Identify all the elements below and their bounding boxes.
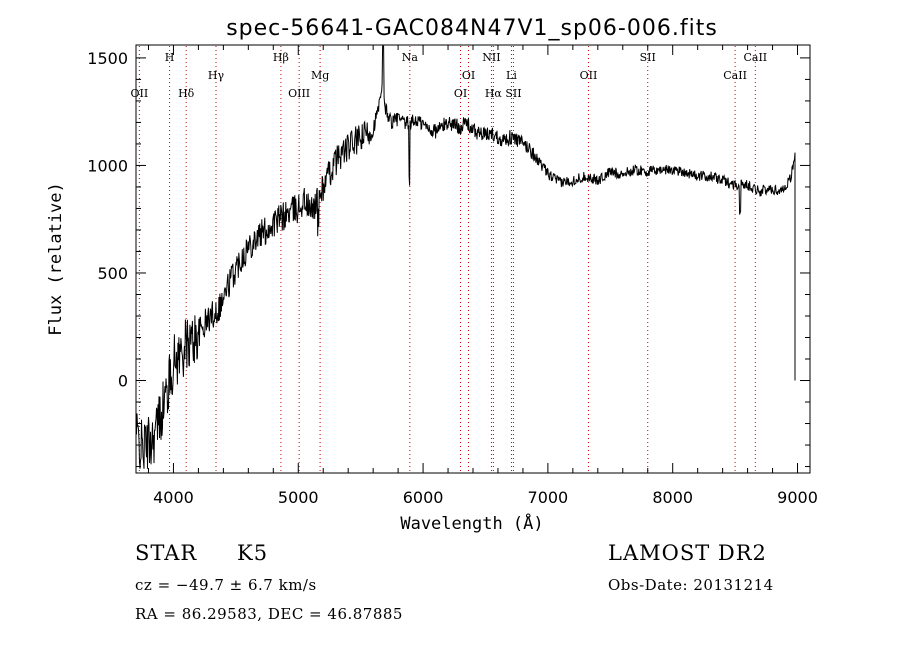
redshift-velocity: cz = −49.7 ± 6.7 km/s (135, 576, 317, 594)
line-label-10: NII (482, 51, 500, 64)
line-label-1: H (165, 51, 175, 64)
line-label-0: OII (131, 87, 149, 100)
x-tick-label-8000: 8000 (652, 488, 693, 507)
y-tick-label-0: 0 (118, 372, 128, 391)
line-label-6: Mg (311, 69, 329, 82)
coordinates: RA = 86.29583, DEC = 46.87885 (135, 605, 403, 623)
emission-line-markers (138, 46, 756, 472)
line-label-9: OI (462, 69, 475, 82)
chart-title: spec-56641-GAC084N47V1_sp06-006.fits (226, 16, 718, 41)
x-axis-label: Wavelength (Å) (400, 512, 543, 534)
y-tick-label-500: 500 (97, 264, 128, 283)
y-tick-label-1000: 1000 (87, 156, 128, 175)
line-label-4: Hβ (273, 51, 289, 64)
x-tick-label-9000: 9000 (777, 488, 818, 507)
line-label-14: OII (580, 69, 598, 82)
line-label-15: SII (640, 51, 656, 64)
spectral-subclass: K5 (237, 541, 269, 565)
line-label-17: CaII (743, 51, 767, 64)
object-type: STAR (135, 541, 198, 565)
x-axis-ticks: 4000 5000 6000 7000 8000 9000 (147, 45, 818, 507)
y-axis-ticks: 0 500 1000 1500 (87, 49, 810, 468)
y-axis-label: Flux (relative) (46, 182, 66, 336)
line-label-8: OI (454, 87, 467, 100)
observation-date: Obs-Date: 20131214 (608, 576, 774, 594)
y-tick-label-1500: 1500 (87, 49, 128, 68)
line-label-7: Na (402, 51, 419, 64)
line-label-16: CaII (723, 69, 747, 82)
line-label-3: Hγ (208, 69, 225, 82)
line-label-11: Hα (485, 87, 503, 100)
x-tick-label-4000: 4000 (153, 488, 194, 507)
spectrum-line (135, 45, 796, 469)
line-label-12: Li (506, 69, 517, 82)
x-tick-label-6000: 6000 (403, 488, 444, 507)
survey-name: LAMOST DR2 (608, 541, 767, 565)
x-tick-label-7000: 7000 (528, 488, 569, 507)
line-label-2: Hδ (178, 87, 195, 100)
x-tick-label-5000: 5000 (278, 488, 319, 507)
line-label-13: SII (505, 87, 521, 100)
line-label-5: OIII (288, 87, 310, 100)
